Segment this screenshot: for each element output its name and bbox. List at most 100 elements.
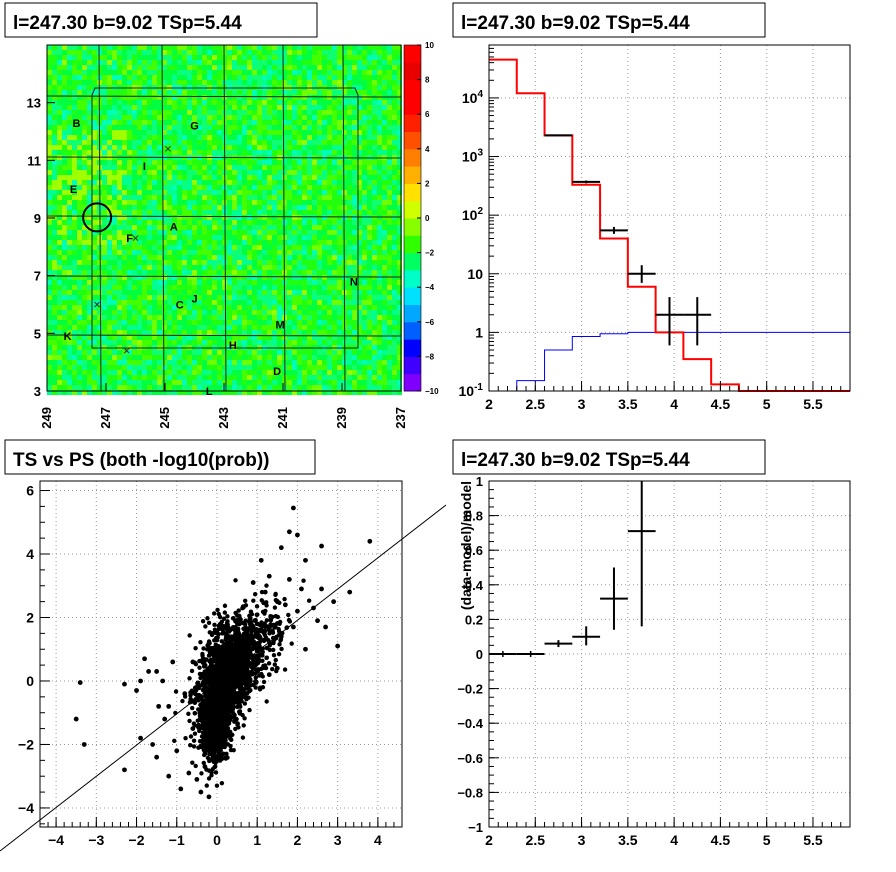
- map-pixel: [337, 305, 342, 310]
- map-pixel: [162, 175, 167, 180]
- map-pixel: [197, 315, 202, 320]
- map-pixel: [227, 215, 232, 220]
- map-pixel: [132, 340, 137, 345]
- map-pixel: [242, 105, 247, 110]
- map-pixel: [262, 125, 267, 130]
- map-pixel: [397, 275, 402, 280]
- map-pixel: [267, 235, 272, 240]
- map-pixel: [247, 300, 252, 305]
- map-pixel: [187, 235, 192, 240]
- map-pixel: [147, 265, 152, 270]
- map-pixel: [227, 295, 232, 300]
- map-pixel: [92, 170, 97, 175]
- map-pixel: [162, 70, 167, 75]
- map-pixel: [377, 325, 382, 330]
- map-pixel: [252, 280, 257, 285]
- map-pixel: [142, 310, 147, 315]
- map-pixel: [157, 75, 162, 80]
- map-pixel: [377, 230, 382, 235]
- map-pixel: [272, 280, 277, 285]
- map-pixel: [362, 290, 367, 295]
- map-pixel: [302, 115, 307, 120]
- map-pixel: [267, 110, 272, 115]
- map-pixel: [237, 160, 242, 165]
- map-pixel: [127, 290, 132, 295]
- map-pixel: [337, 325, 342, 330]
- map-pixel: [52, 150, 57, 155]
- map-pixel: [242, 95, 247, 100]
- map-pixel: [192, 130, 197, 135]
- map-pixel: [162, 120, 167, 125]
- map-pixel: [177, 115, 182, 120]
- map-pixel: [312, 210, 317, 215]
- map-pixel: [62, 100, 67, 105]
- map-pixel: [232, 295, 237, 300]
- map-pixel: [82, 370, 87, 375]
- map-pixel: [152, 215, 157, 220]
- map-pixel: [367, 165, 372, 170]
- map-pixel: [262, 340, 267, 345]
- map-pixel: [112, 55, 117, 60]
- map-pixel: [112, 230, 117, 235]
- map-pixel: [252, 385, 257, 390]
- map-pixel: [162, 60, 167, 65]
- map-pixel: [387, 265, 392, 270]
- map-pixel: [177, 245, 182, 250]
- map-pixel: [197, 150, 202, 155]
- map-pixel: [122, 250, 127, 255]
- map-pixel: [277, 365, 282, 370]
- map-pixel: [57, 125, 62, 130]
- map-pixel: [277, 200, 282, 205]
- map-pixel: [152, 130, 157, 135]
- map-pixel: [327, 65, 332, 70]
- map-pixel: [117, 140, 122, 145]
- map-pixel: [337, 270, 342, 275]
- map-pixel: [47, 295, 52, 300]
- map-pixel: [112, 90, 117, 95]
- map-pixel: [362, 355, 367, 360]
- map-pixel: [327, 210, 332, 215]
- map-pixel: [172, 250, 177, 255]
- map-pixel: [297, 260, 302, 265]
- map-pixel: [162, 215, 167, 220]
- map-pixel: [112, 75, 117, 80]
- map-pixel: [372, 345, 377, 350]
- map-pixel: [307, 185, 312, 190]
- map-pixel: [92, 240, 97, 245]
- map-pixel: [397, 255, 402, 260]
- map-pixel: [62, 140, 67, 145]
- map-pixel: [192, 120, 197, 125]
- map-pixel: [357, 275, 362, 280]
- map-pixel: [72, 340, 77, 345]
- map-pixel: [62, 110, 67, 115]
- map-pixel: [117, 370, 122, 375]
- map-pixel: [277, 325, 282, 330]
- map-pixel: [297, 330, 302, 335]
- map-pixel: [52, 245, 57, 250]
- map-pixel: [302, 245, 307, 250]
- map-pixel: [232, 350, 237, 355]
- map-pixel: [317, 110, 322, 115]
- map-pixel: [292, 215, 297, 220]
- map-pixel: [152, 330, 157, 335]
- map-pixel: [362, 145, 367, 150]
- map-pixel: [372, 160, 377, 165]
- map-pixel: [132, 135, 137, 140]
- map-pixel: [337, 225, 342, 230]
- map-pixel: [307, 355, 312, 360]
- map-pixel: [392, 90, 397, 95]
- map-pixel: [302, 180, 307, 185]
- map-pixel: [307, 240, 312, 245]
- map-pixel: [72, 365, 77, 370]
- map-pixel: [72, 290, 77, 295]
- map-pixel: [292, 235, 297, 240]
- map-pixel: [112, 65, 117, 70]
- map-pixel: [302, 95, 307, 100]
- map-pixel: [137, 110, 142, 115]
- map-pixel: [382, 190, 387, 195]
- map-pixel: [82, 55, 87, 60]
- map-pixel: [122, 285, 127, 290]
- map-pixel: [392, 280, 397, 285]
- map-pixel: [247, 275, 252, 280]
- map-pixel: [157, 120, 162, 125]
